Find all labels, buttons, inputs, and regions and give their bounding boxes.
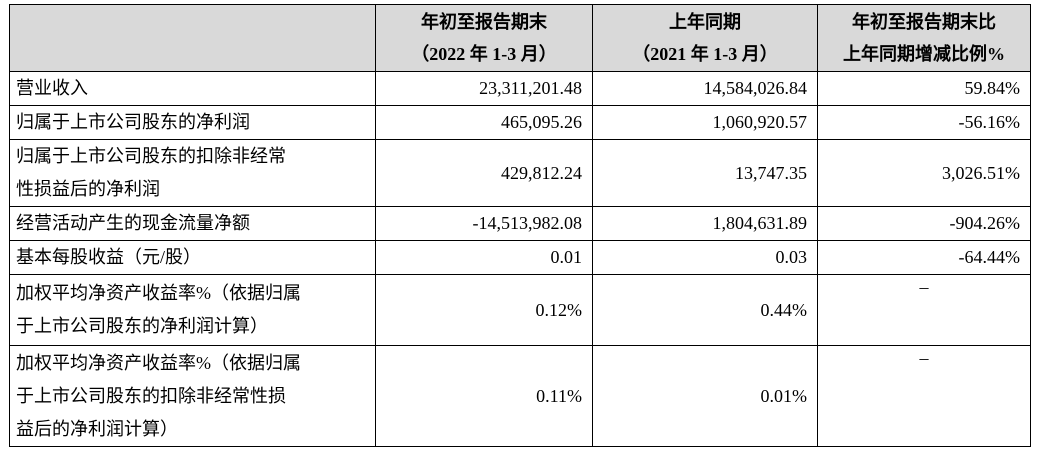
row-label: 加权平均净资产收益率%（依据归属 于上市公司股东的净利润计算）: [9, 274, 376, 346]
header-prior-period: 上年同期 （2021 年 1-3 月）: [592, 4, 818, 72]
row-label: 营业收入: [9, 71, 376, 106]
current-value: -14,513,982.08: [375, 206, 593, 241]
table-row-basic-eps: 基本每股收益（元/股） 0.01 0.03 -64.44%: [9, 240, 1031, 275]
change-value: –: [817, 274, 1031, 346]
change-value: 3,026.51%: [817, 139, 1031, 207]
prior-value: 1,060,920.57: [592, 105, 818, 140]
change-value: -904.26%: [817, 206, 1031, 241]
row-label: 归属于上市公司股东的净利润: [9, 105, 376, 140]
prior-value: 13,747.35: [592, 139, 818, 207]
change-value: -56.16%: [817, 105, 1031, 140]
row-label: 归属于上市公司股东的扣除非经常 性损益后的净利润: [9, 139, 376, 207]
prior-value: 0.44%: [592, 274, 818, 346]
current-value: 23,311,201.48: [375, 71, 593, 106]
change-value: –: [817, 345, 1031, 447]
prior-value: 0.03: [592, 240, 818, 275]
row-label: 基本每股收益（元/股）: [9, 240, 376, 275]
current-value: 0.11%: [375, 345, 593, 447]
header-change-percent: 年初至报告期末比 上年同期增减比例%: [817, 4, 1031, 72]
table-row-weighted-roe: 加权平均净资产收益率%（依据归属 于上市公司股东的净利润计算） 0.12% 0.…: [9, 274, 1031, 346]
header-blank-cell: [9, 4, 376, 72]
row-label: 经营活动产生的现金流量净额: [9, 206, 376, 241]
table-row-operating-revenue: 营业收入 23,311,201.48 14,584,026.84 59.84%: [9, 71, 1031, 106]
table-row-net-profit: 归属于上市公司股东的净利润 465,095.26 1,060,920.57 -5…: [9, 105, 1031, 140]
financial-summary-table: 年初至报告期末 （2022 年 1-3 月） 上年同期 （2021 年 1-3 …: [9, 4, 1031, 447]
current-value: 0.01: [375, 240, 593, 275]
table-row-weighted-roe-excl-nonrecurring: 加权平均净资产收益率%（依据归属 于上市公司股东的扣除非经常性损 益后的净利润计…: [9, 345, 1031, 447]
row-label: 加权平均净资产收益率%（依据归属 于上市公司股东的扣除非经常性损 益后的净利润计…: [9, 345, 376, 447]
change-value: 59.84%: [817, 71, 1031, 106]
table-row-net-profit-excl-nonrecurring: 归属于上市公司股东的扣除非经常 性损益后的净利润 429,812.24 13,7…: [9, 139, 1031, 207]
current-value: 465,095.26: [375, 105, 593, 140]
change-value: -64.44%: [817, 240, 1031, 275]
prior-value: 1,804,631.89: [592, 206, 818, 241]
header-current-period: 年初至报告期末 （2022 年 1-3 月）: [375, 4, 593, 72]
table-row-operating-cash-flow: 经营活动产生的现金流量净额 -14,513,982.08 1,804,631.8…: [9, 206, 1031, 241]
current-value: 0.12%: [375, 274, 593, 346]
prior-value: 0.01%: [592, 345, 818, 447]
header-row: 年初至报告期末 （2022 年 1-3 月） 上年同期 （2021 年 1-3 …: [9, 4, 1031, 72]
prior-value: 14,584,026.84: [592, 71, 818, 106]
current-value: 429,812.24: [375, 139, 593, 207]
